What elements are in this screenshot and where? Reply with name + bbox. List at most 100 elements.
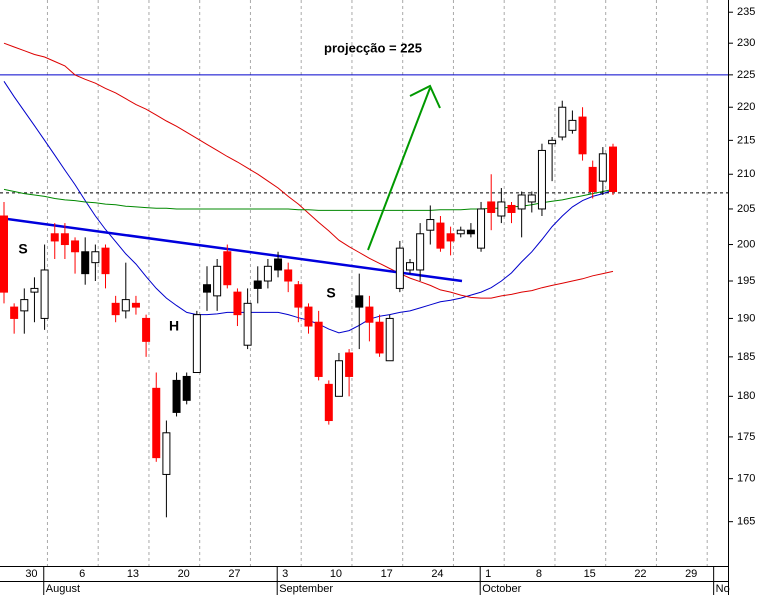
candle-body	[50, 233, 59, 242]
candle-body	[131, 302, 140, 308]
x-tick-label: 29	[685, 568, 697, 580]
y-tick-label: 165	[737, 516, 755, 528]
pattern-label: H	[169, 318, 179, 334]
candle-body	[111, 302, 120, 316]
candle-body	[507, 204, 516, 213]
candle-body	[101, 247, 110, 275]
candle-body	[598, 153, 607, 182]
y-tick-label: 195	[737, 275, 755, 287]
candle-body	[385, 317, 394, 362]
x-tick-label: 22	[634, 568, 646, 580]
candle-body	[233, 291, 242, 316]
candle-body	[172, 379, 181, 413]
candle-body	[182, 375, 191, 401]
trend-line	[0, 216, 463, 283]
x-tick-label: 15	[584, 568, 596, 580]
x-tick-label: 10	[330, 568, 342, 580]
x-tick-label: 8	[536, 568, 542, 580]
candle-body	[213, 265, 222, 297]
candle-body	[477, 208, 486, 249]
y-tick-label: 180	[737, 390, 755, 402]
candle-body	[497, 201, 506, 217]
x-tick-label: 6	[79, 568, 85, 580]
y-tick-label: 185	[737, 351, 755, 363]
month-label: September	[279, 583, 333, 595]
y-tick-label: 225	[737, 69, 755, 81]
arrow-head	[409, 84, 441, 109]
candle-body	[406, 262, 414, 271]
candle-body	[375, 321, 384, 354]
candle-body	[274, 258, 283, 271]
candle-body	[121, 299, 130, 312]
candle-body	[60, 233, 69, 246]
moving-average	[3, 42, 614, 299]
y-tick-label: 175	[737, 431, 755, 443]
y-tick-label: 215	[737, 134, 755, 146]
x-tick-label: 17	[381, 568, 393, 580]
y-tick-label: 235	[737, 6, 755, 18]
candle-body	[456, 229, 465, 235]
candle-body	[355, 295, 364, 308]
x-tick-label: 27	[228, 568, 240, 580]
y-tick-label: 210	[737, 168, 755, 180]
candle-body	[568, 119, 577, 131]
candle-body	[365, 306, 374, 323]
pattern-label: S	[18, 241, 27, 257]
candle-body	[40, 269, 49, 319]
candle-body	[284, 269, 293, 282]
candle-body	[152, 387, 161, 459]
y-tick-label: 205	[737, 203, 755, 215]
candle-body	[558, 106, 567, 138]
candle-body	[162, 432, 171, 475]
candles	[0, 100, 617, 518]
y-tick-label: 190	[737, 312, 755, 324]
candle-body	[324, 383, 333, 422]
candle-body	[609, 146, 617, 192]
candle-body	[578, 116, 587, 155]
candle-body	[527, 194, 536, 203]
x-tick-label: 13	[127, 568, 139, 580]
candle-body	[304, 306, 313, 327]
candle-body	[294, 284, 303, 308]
candle-body	[395, 247, 404, 289]
x-tick-label: 30	[25, 568, 37, 580]
y-tick-label: 170	[737, 473, 755, 485]
axes: 165 170 175 180 185 190 195 200 205 210 215 220 225 2…	[0, 0, 755, 595]
candle-body	[71, 240, 80, 253]
candle-body	[91, 251, 100, 264]
candle-body	[466, 229, 475, 235]
candle-body	[263, 265, 272, 282]
candle-body	[334, 360, 343, 397]
candle-body	[416, 233, 425, 271]
candle-body	[192, 314, 201, 374]
x-tick-label: 24	[431, 568, 443, 580]
candle-body	[487, 201, 496, 213]
candle-body	[243, 302, 252, 346]
candle-body	[446, 233, 455, 242]
candle-body	[253, 280, 262, 289]
candle-body	[548, 139, 557, 145]
candle-body	[517, 194, 526, 210]
y-tick-label: 220	[737, 101, 755, 113]
x-tick-label: 3	[282, 568, 288, 580]
candle-body	[588, 166, 597, 192]
month-label: October	[482, 583, 521, 595]
x-tick-label: 1	[485, 568, 491, 580]
month-label: August	[46, 583, 80, 595]
candle-body	[314, 321, 323, 377]
candle-body	[537, 149, 546, 210]
levels	[0, 74, 728, 194]
annotation: projecção = 225	[324, 40, 422, 55]
candle-body	[203, 284, 211, 293]
candle-body	[20, 299, 29, 312]
candle-body	[436, 222, 445, 249]
candle-body	[223, 251, 232, 286]
candle-body	[10, 306, 19, 319]
candle-body	[142, 317, 151, 342]
candle-body	[81, 251, 90, 275]
candle-body	[30, 287, 39, 293]
candle-body	[426, 219, 435, 231]
candle-body	[0, 215, 8, 293]
